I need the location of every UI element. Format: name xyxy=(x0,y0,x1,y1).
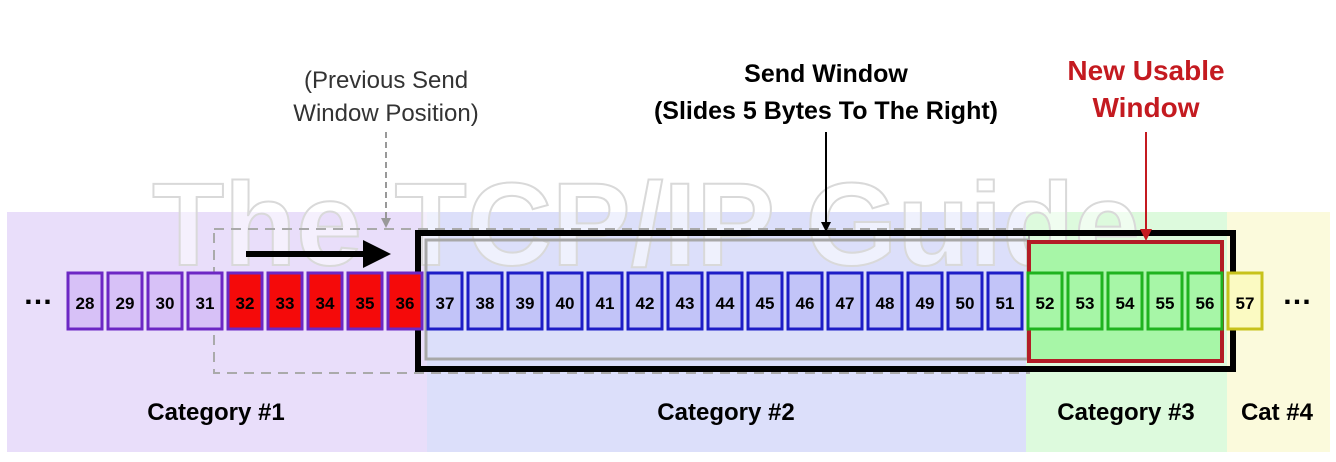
previous-window-label-line2: Window Position) xyxy=(293,100,478,127)
byte-number-43: 43 xyxy=(676,294,695,313)
byte-cell-55 xyxy=(1146,271,1184,331)
byte-number-53: 53 xyxy=(1076,294,1095,313)
byte-number-34: 34 xyxy=(316,294,335,313)
byte-cell-52 xyxy=(1026,271,1064,331)
byte-cell-46 xyxy=(786,271,824,331)
byte-number-45: 45 xyxy=(756,294,775,313)
byte-number-54: 54 xyxy=(1116,294,1135,313)
byte-number-29: 29 xyxy=(116,294,135,313)
byte-cell-57 xyxy=(1226,271,1264,331)
byte-number-42: 42 xyxy=(636,294,655,313)
byte-number-30: 30 xyxy=(156,294,175,313)
byte-cell-36 xyxy=(386,271,424,331)
byte-cell-50 xyxy=(946,271,984,331)
byte-number-40: 40 xyxy=(556,294,575,313)
byte-number-57: 57 xyxy=(1236,294,1255,313)
usable-window-label-line2: Window xyxy=(1092,92,1199,123)
watermark-text: The TCP/IP Guide xyxy=(152,159,1140,291)
byte-cells: 28 29 30 31 32 33 34 35 36 37 38 39 40 41 42 43 44 45 46 47… xyxy=(66,271,1264,331)
right-ellipsis: … xyxy=(1282,278,1312,311)
byte-number-37: 37 xyxy=(436,294,455,313)
slide-arrow-head xyxy=(363,240,391,268)
byte-cell-51 xyxy=(986,271,1024,331)
byte-cell-41 xyxy=(586,271,624,331)
byte-cell-45 xyxy=(746,271,784,331)
byte-number-33: 33 xyxy=(276,294,295,313)
byte-cell-47 xyxy=(826,271,864,331)
byte-number-35: 35 xyxy=(356,294,375,313)
byte-number-28: 28 xyxy=(76,294,95,313)
byte-number-56: 56 xyxy=(1196,294,1215,313)
byte-cell-49 xyxy=(906,271,944,331)
byte-cell-56 xyxy=(1186,271,1224,331)
category-2-band xyxy=(427,212,1026,452)
byte-number-55: 55 xyxy=(1156,294,1175,313)
byte-cell-43 xyxy=(666,271,704,331)
byte-number-50: 50 xyxy=(956,294,975,313)
byte-cell-34 xyxy=(306,271,344,331)
usable-window-label-line1: New Usable xyxy=(1067,55,1224,86)
left-ellipsis: … xyxy=(23,278,53,311)
send-window-label-line2: (Slides 5 Bytes To The Right) xyxy=(654,97,998,125)
byte-number-39: 39 xyxy=(516,294,535,313)
byte-cell-42 xyxy=(626,271,664,331)
category-4-band xyxy=(1227,212,1330,452)
byte-number-38: 38 xyxy=(476,294,495,313)
byte-cell-29 xyxy=(106,271,144,331)
byte-cell-32 xyxy=(226,271,264,331)
byte-cell-44 xyxy=(706,271,744,331)
byte-cell-37 xyxy=(426,271,464,331)
send-window-label-line1: Send Window xyxy=(744,60,908,88)
byte-number-52: 52 xyxy=(1036,294,1055,313)
byte-cell-48 xyxy=(866,271,904,331)
byte-cell-31 xyxy=(186,271,224,331)
byte-cell-40 xyxy=(546,271,584,331)
byte-number-36: 36 xyxy=(396,294,415,313)
byte-cell-38 xyxy=(466,271,504,331)
byte-number-49: 49 xyxy=(916,294,935,313)
byte-cell-35 xyxy=(346,271,384,331)
byte-cell-39 xyxy=(506,271,544,331)
byte-number-41: 41 xyxy=(596,294,615,313)
byte-cell-30 xyxy=(146,271,184,331)
byte-number-44: 44 xyxy=(716,294,735,313)
category-4-label: Cat #4 xyxy=(1241,399,1314,426)
category-1-label: Category #1 xyxy=(147,399,284,426)
byte-cell-54 xyxy=(1106,271,1144,331)
previous-window-label-line1: (Previous Send xyxy=(304,67,468,94)
byte-cell-28 xyxy=(66,271,104,331)
byte-number-32: 32 xyxy=(236,294,255,313)
byte-number-47: 47 xyxy=(836,294,855,313)
byte-number-46: 46 xyxy=(796,294,815,313)
byte-number-51: 51 xyxy=(996,294,1015,313)
byte-cell-33 xyxy=(266,271,304,331)
category-3-label: Category #3 xyxy=(1057,399,1194,426)
byte-cell-53 xyxy=(1066,271,1104,331)
category-2-label: Category #2 xyxy=(657,399,794,426)
byte-number-31: 31 xyxy=(196,294,215,313)
byte-number-48: 48 xyxy=(876,294,895,313)
